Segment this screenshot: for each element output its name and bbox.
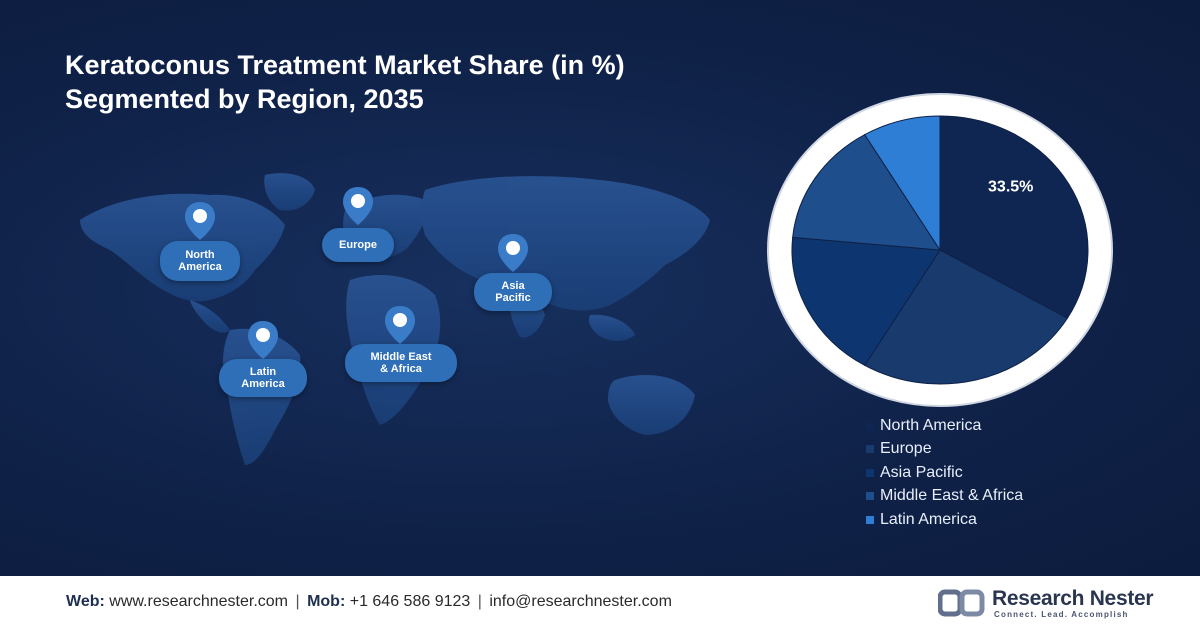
legend-swatch	[866, 492, 874, 501]
legend-swatch	[866, 421, 874, 430]
brand-tagline: Connect. Lead. Accomplish	[994, 610, 1129, 619]
brand-logo-icon	[938, 589, 985, 617]
web-link[interactable]: www.researchnester.com	[109, 593, 288, 610]
legend-label: Europe	[880, 440, 932, 458]
legend-label: Latin America	[880, 510, 977, 528]
footer-bar: Web: www.researchnester.com | Mob: +1 64…	[0, 576, 1200, 628]
contact-info: Web: www.researchnester.com | Mob: +1 64…	[66, 593, 672, 611]
legend-label: Asia Pacific	[880, 463, 963, 481]
phone-number[interactable]: +1 646 586 9123	[349, 593, 471, 610]
pie-slice-middle-east-africa	[792, 134, 941, 251]
location-pin-icon	[248, 321, 278, 359]
chart-title-line-2: Segmented by Region, 2035	[65, 84, 424, 114]
pie-data-label: 33.5%	[988, 178, 1033, 195]
map-label-europe: Europe	[322, 228, 394, 262]
pie-slice-asia-pacific	[791, 236, 941, 366]
legend-item: Asia Pacific	[866, 461, 1023, 485]
brand-logo: Research Nester Connect. Lead. Accomplis…	[938, 586, 1154, 620]
legend-item: Middle East & Africa	[866, 485, 1023, 509]
legend-label: Middle East & Africa	[880, 487, 1024, 505]
legend-label: North America	[880, 416, 982, 434]
location-pin-icon	[343, 187, 373, 225]
asia-landmass	[421, 176, 710, 311]
email-link[interactable]: info@researchnester.com	[489, 593, 672, 610]
brand-name: Research Nester	[992, 587, 1154, 610]
map-label-asia-pacific: Asia Pacific	[474, 273, 552, 311]
chart-legend: North America Europe Asia Pacific Middle Ea…	[866, 414, 1023, 532]
location-pin-icon	[498, 234, 528, 272]
southeast-asia-landmass	[588, 314, 635, 341]
pie-slice-north-america	[939, 115, 1089, 319]
chart-title-line-1: Keratoconus Treatment Market Share (in %…	[65, 50, 625, 80]
separator: |	[295, 593, 300, 610]
location-pin-icon	[185, 202, 215, 240]
australia-landmass	[608, 375, 695, 435]
legend-item: Latin America	[866, 508, 1023, 532]
pie-slice-europe	[863, 249, 1069, 385]
legend-item: North America	[866, 414, 1023, 438]
pie-slices	[791, 115, 1089, 385]
pie-slice-latin-america	[863, 115, 941, 252]
legend-swatch	[866, 468, 874, 477]
location-pin-icon	[385, 306, 415, 344]
chart-canvas: Keratoconus Treatment Market Share (in %…	[0, 0, 1200, 576]
map-label-latin-america: Latin America	[219, 359, 307, 397]
map-label-north-america: North America	[160, 241, 240, 281]
chart-title: Keratoconus Treatment Market Share (in %…	[65, 48, 765, 116]
greenland-landmass	[264, 173, 315, 211]
legend-item: Europe	[866, 438, 1023, 462]
legend-swatch	[866, 515, 874, 524]
pie-data-labels: 33.5%	[988, 178, 1033, 195]
separator: |	[477, 593, 482, 610]
web-label: Web:	[66, 593, 105, 610]
central-america-landmass	[190, 300, 230, 333]
map-label-middle-east-africa: Middle East & Africa	[345, 344, 457, 382]
mob-label: Mob:	[307, 593, 346, 610]
pie-chart: 33.5%	[767, 93, 1113, 407]
legend-swatch	[866, 445, 874, 454]
